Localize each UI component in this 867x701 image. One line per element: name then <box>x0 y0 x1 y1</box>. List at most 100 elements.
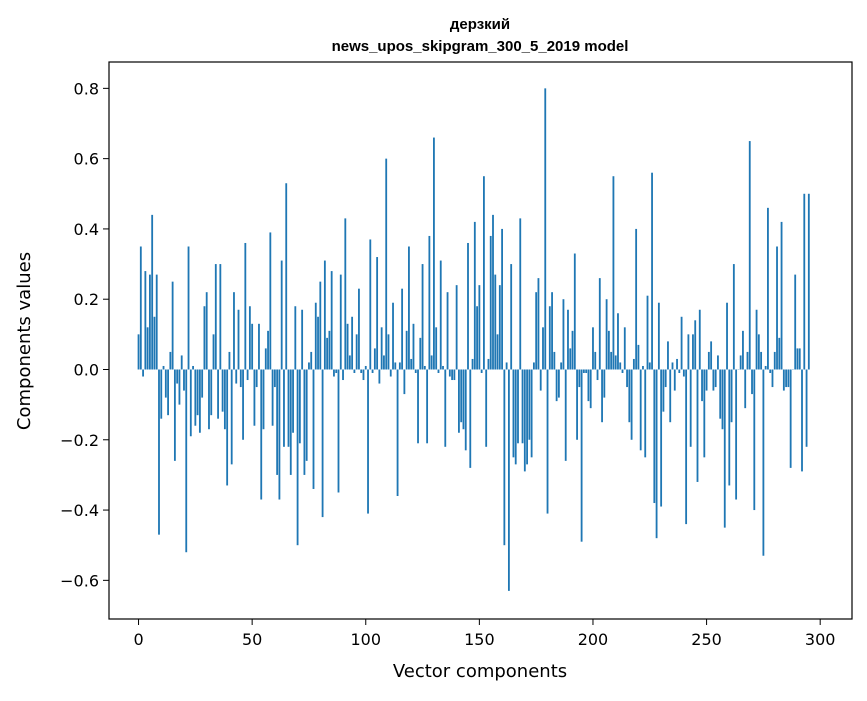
bar <box>419 338 421 370</box>
bar <box>778 338 780 370</box>
bar <box>231 369 233 464</box>
bar <box>431 355 433 369</box>
bar <box>438 369 440 373</box>
bar <box>735 369 737 499</box>
bar <box>513 369 515 457</box>
bar <box>201 369 203 397</box>
bar <box>447 292 449 369</box>
bar <box>578 369 580 387</box>
bar <box>440 261 442 370</box>
bar <box>156 275 158 370</box>
bar <box>651 173 653 370</box>
y-tick-label: 0.0 <box>74 360 99 379</box>
bar <box>294 306 296 369</box>
bar <box>551 292 553 369</box>
bar <box>458 369 460 432</box>
bar <box>613 176 615 369</box>
bar <box>310 352 312 370</box>
bar <box>317 317 319 370</box>
bar <box>653 369 655 503</box>
bar <box>199 369 201 432</box>
bar <box>701 369 703 401</box>
bar <box>474 222 476 370</box>
y-tick-label: −0.6 <box>60 571 99 590</box>
bar <box>667 341 669 369</box>
bar <box>749 141 751 369</box>
bar <box>376 257 378 369</box>
bar <box>563 299 565 369</box>
bar <box>392 303 394 370</box>
bar <box>451 369 453 380</box>
bar <box>687 334 689 369</box>
bar <box>331 271 333 369</box>
x-tick-label: 100 <box>350 630 381 649</box>
bar <box>494 275 496 370</box>
bar <box>576 369 578 439</box>
bar <box>363 369 365 380</box>
bar <box>683 369 685 376</box>
x-tick-label: 50 <box>242 630 262 649</box>
bar <box>353 369 355 373</box>
bar <box>490 236 492 370</box>
bar <box>260 369 262 499</box>
bar <box>488 359 490 370</box>
y-tick-label: 0.2 <box>74 290 99 309</box>
bar <box>263 369 265 429</box>
bar <box>756 310 758 370</box>
bar <box>558 369 560 397</box>
bar <box>588 369 590 401</box>
bar <box>528 369 530 439</box>
bar <box>194 369 196 425</box>
bar <box>183 369 185 390</box>
bar <box>378 369 380 383</box>
bar <box>549 306 551 369</box>
bar <box>222 369 224 411</box>
bar <box>442 366 444 370</box>
y-tick-label: 0.8 <box>74 79 99 98</box>
bar <box>304 369 306 474</box>
bar <box>281 261 283 370</box>
bar <box>315 303 317 370</box>
x-axis-label: Vector components <box>393 661 567 682</box>
bar <box>306 369 308 460</box>
bar <box>147 327 149 369</box>
bar <box>149 275 151 370</box>
bar <box>274 369 276 387</box>
bar <box>322 369 324 517</box>
bar <box>531 369 533 457</box>
bar <box>619 362 621 369</box>
bar <box>690 369 692 446</box>
bar <box>522 369 524 443</box>
bar <box>565 369 567 460</box>
bar <box>460 369 462 422</box>
bar <box>374 348 376 369</box>
bar <box>694 320 696 369</box>
bar <box>722 369 724 429</box>
bar <box>365 366 367 370</box>
bar <box>658 303 660 370</box>
bar <box>140 247 142 370</box>
bar <box>254 369 256 425</box>
bar <box>406 331 408 370</box>
bar <box>699 310 701 370</box>
bar <box>279 369 281 499</box>
bar <box>240 369 242 387</box>
y-axis-label: Components values <box>14 252 35 430</box>
bar <box>197 369 199 415</box>
bar <box>715 369 717 387</box>
bar <box>142 369 144 376</box>
bar <box>633 359 635 370</box>
bar <box>424 366 426 370</box>
bar <box>706 369 708 390</box>
bar <box>540 369 542 390</box>
bar <box>515 369 517 464</box>
bar <box>422 264 424 369</box>
bar <box>206 292 208 369</box>
bar <box>681 317 683 370</box>
bar <box>703 369 705 457</box>
bar <box>808 194 810 370</box>
bar <box>767 208 769 370</box>
bar <box>238 310 240 370</box>
bar <box>499 285 501 369</box>
bar <box>594 352 596 370</box>
